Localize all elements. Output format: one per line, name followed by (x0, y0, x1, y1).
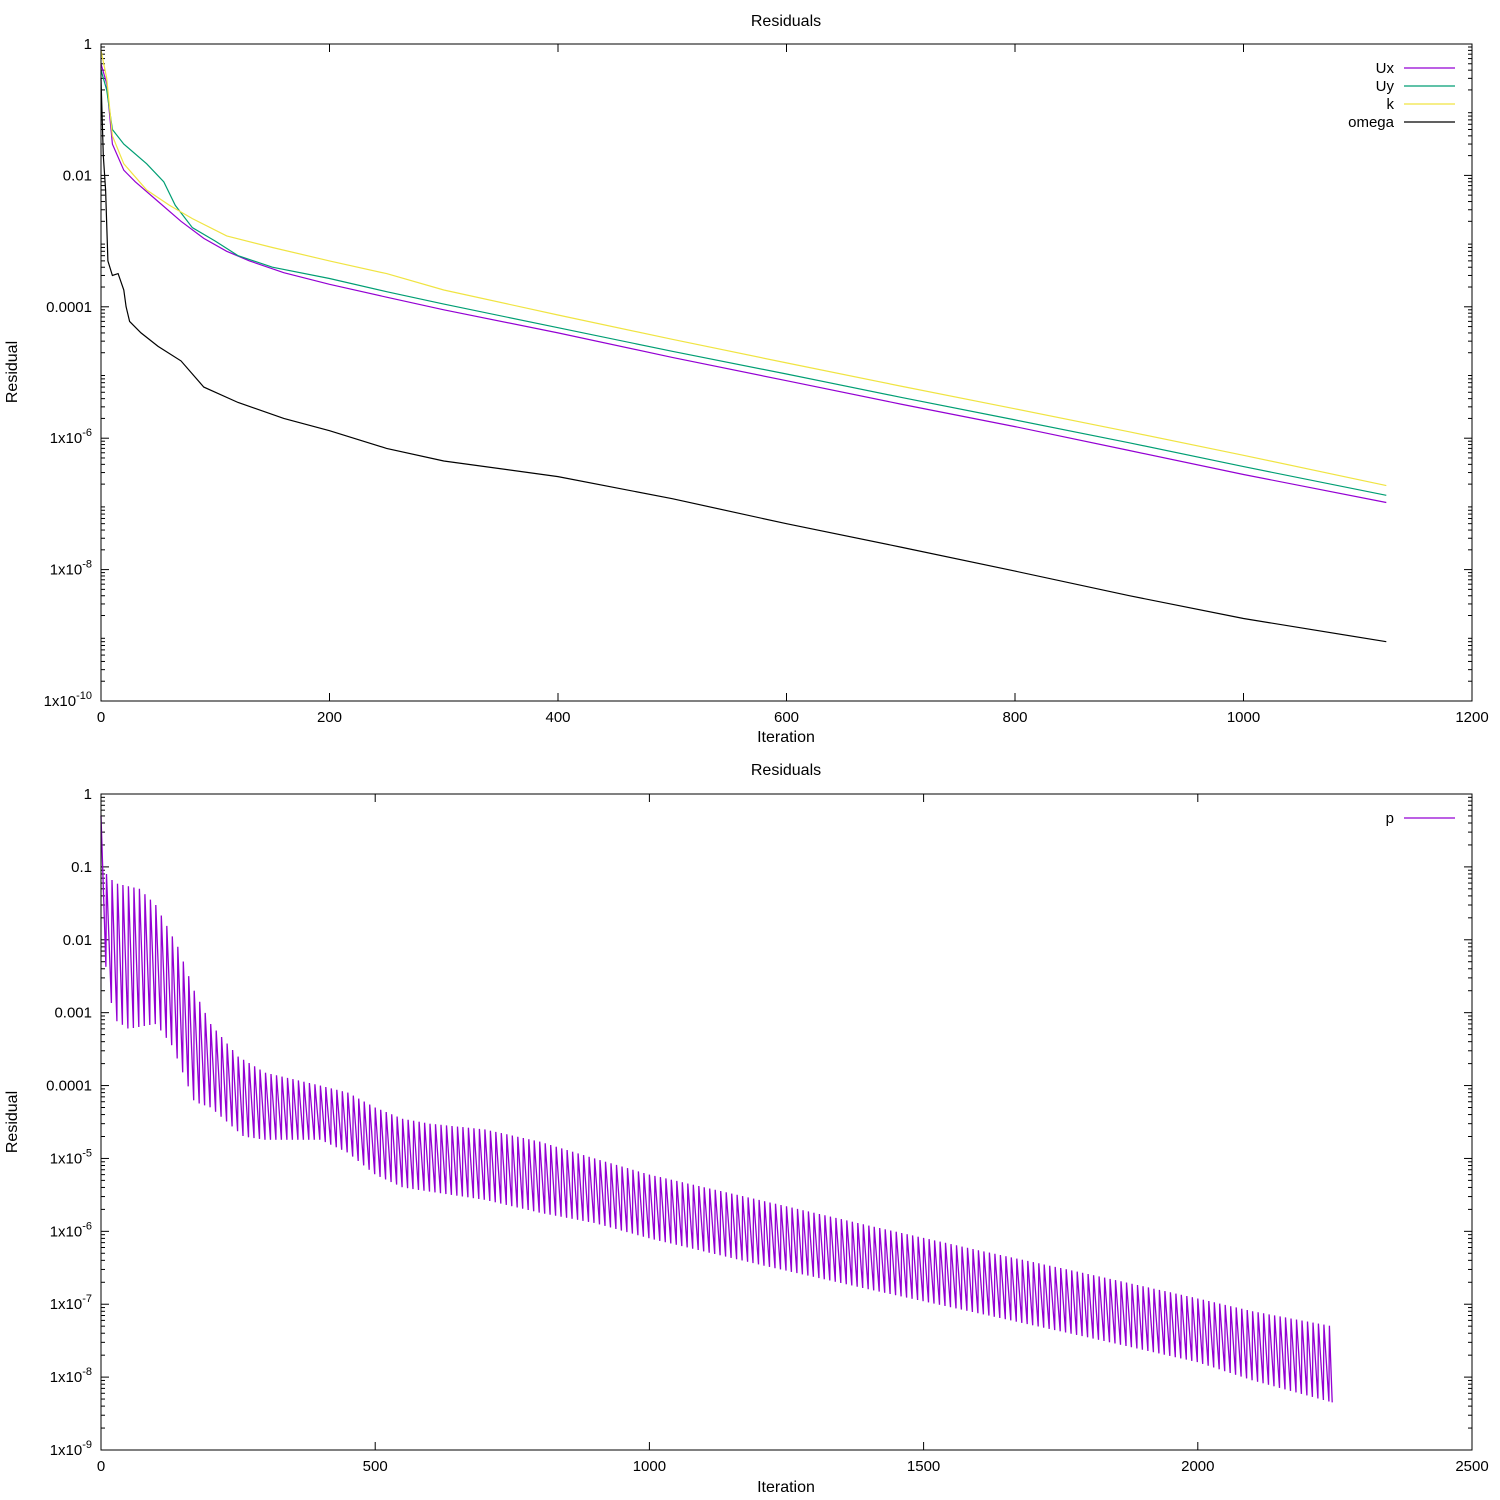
chart-top-ylabel: Residual (4, 341, 21, 403)
legend-label-Uy: Uy (1376, 78, 1395, 95)
y-tick-label: 0.1 (71, 859, 92, 876)
x-tick-label: 600 (774, 709, 799, 726)
chart-bottom-ylabel: Residual (4, 1091, 21, 1153)
chart-top: Residuals Iteration Residual 0 200 400 600 8… (4, 13, 1489, 746)
y-tick-label: 0.001 (54, 1005, 92, 1022)
chart-top-title: Residuals (751, 13, 821, 30)
x-tick-label: 1000 (1227, 709, 1260, 726)
series-line-k (100, 50, 1387, 487)
legend-label-Ux: Ux (1376, 60, 1395, 77)
x-tick-label: 400 (545, 709, 570, 726)
legend-label-k: k (1387, 96, 1395, 113)
chart-bottom-xlabel: Iteration (757, 1479, 815, 1496)
legend-label-omega: omega (1348, 114, 1395, 131)
y-tick-label: 1x10-8 (50, 559, 92, 579)
x-tick-label: 1200 (1455, 709, 1488, 726)
y-tick-label: 1x10-6 (50, 427, 92, 447)
x-tick-label: 1500 (907, 1458, 940, 1475)
series-line-omega (100, 78, 1387, 643)
y-tick-label: 1x10-5 (50, 1147, 92, 1167)
y-tick-label: 0.01 (63, 932, 92, 949)
y-tick-label: 1 (84, 786, 92, 803)
chart-bottom-legend: p (1386, 810, 1455, 827)
x-tick-label: 1000 (633, 1458, 666, 1475)
y-tick-label: 1 (84, 36, 92, 53)
x-tick-label: 0 (97, 1458, 105, 1475)
x-tick-label: 0 (97, 709, 105, 726)
y-tick-label: 1x10-8 (50, 1366, 92, 1386)
legend-label-p: p (1386, 810, 1394, 827)
x-tick-label: 2000 (1181, 1458, 1214, 1475)
x-tick-label: 2500 (1455, 1458, 1488, 1475)
x-tick-label: 500 (363, 1458, 388, 1475)
chart-top-xlabel: Iteration (757, 729, 815, 746)
chart-bottom-ticks: 0 500 1000 1500 2000 2500 1 0.1 0.01 0.001 0.0001 1… (46, 786, 1489, 1475)
y-tick-label: 0.0001 (46, 299, 92, 316)
x-tick-label: 800 (1002, 709, 1027, 726)
y-tick-label: 0.01 (63, 167, 92, 184)
chart-top-series (100, 50, 1387, 643)
x-tick-label: 200 (317, 709, 342, 726)
y-tick-label: 1x10-6 (50, 1220, 92, 1240)
y-tick-label: 1x10-10 (44, 690, 92, 710)
y-tick-label: 1x10-9 (50, 1439, 92, 1459)
chart-bottom-frame (100, 793, 1473, 1451)
series-line-Uy (100, 69, 1387, 496)
chart-bottom: Residuals Iteration Residual 0 500 1000 150… (4, 762, 1489, 1496)
y-tick-label: 1x10-7 (50, 1293, 92, 1313)
series-line-p (100, 815, 1333, 1403)
y-tick-label: 0.0001 (46, 1078, 92, 1095)
series-line-Ux (100, 63, 1387, 504)
chart-top-frame (100, 43, 1473, 702)
chart-bottom-series (100, 815, 1333, 1403)
chart-bottom-title: Residuals (751, 762, 821, 779)
